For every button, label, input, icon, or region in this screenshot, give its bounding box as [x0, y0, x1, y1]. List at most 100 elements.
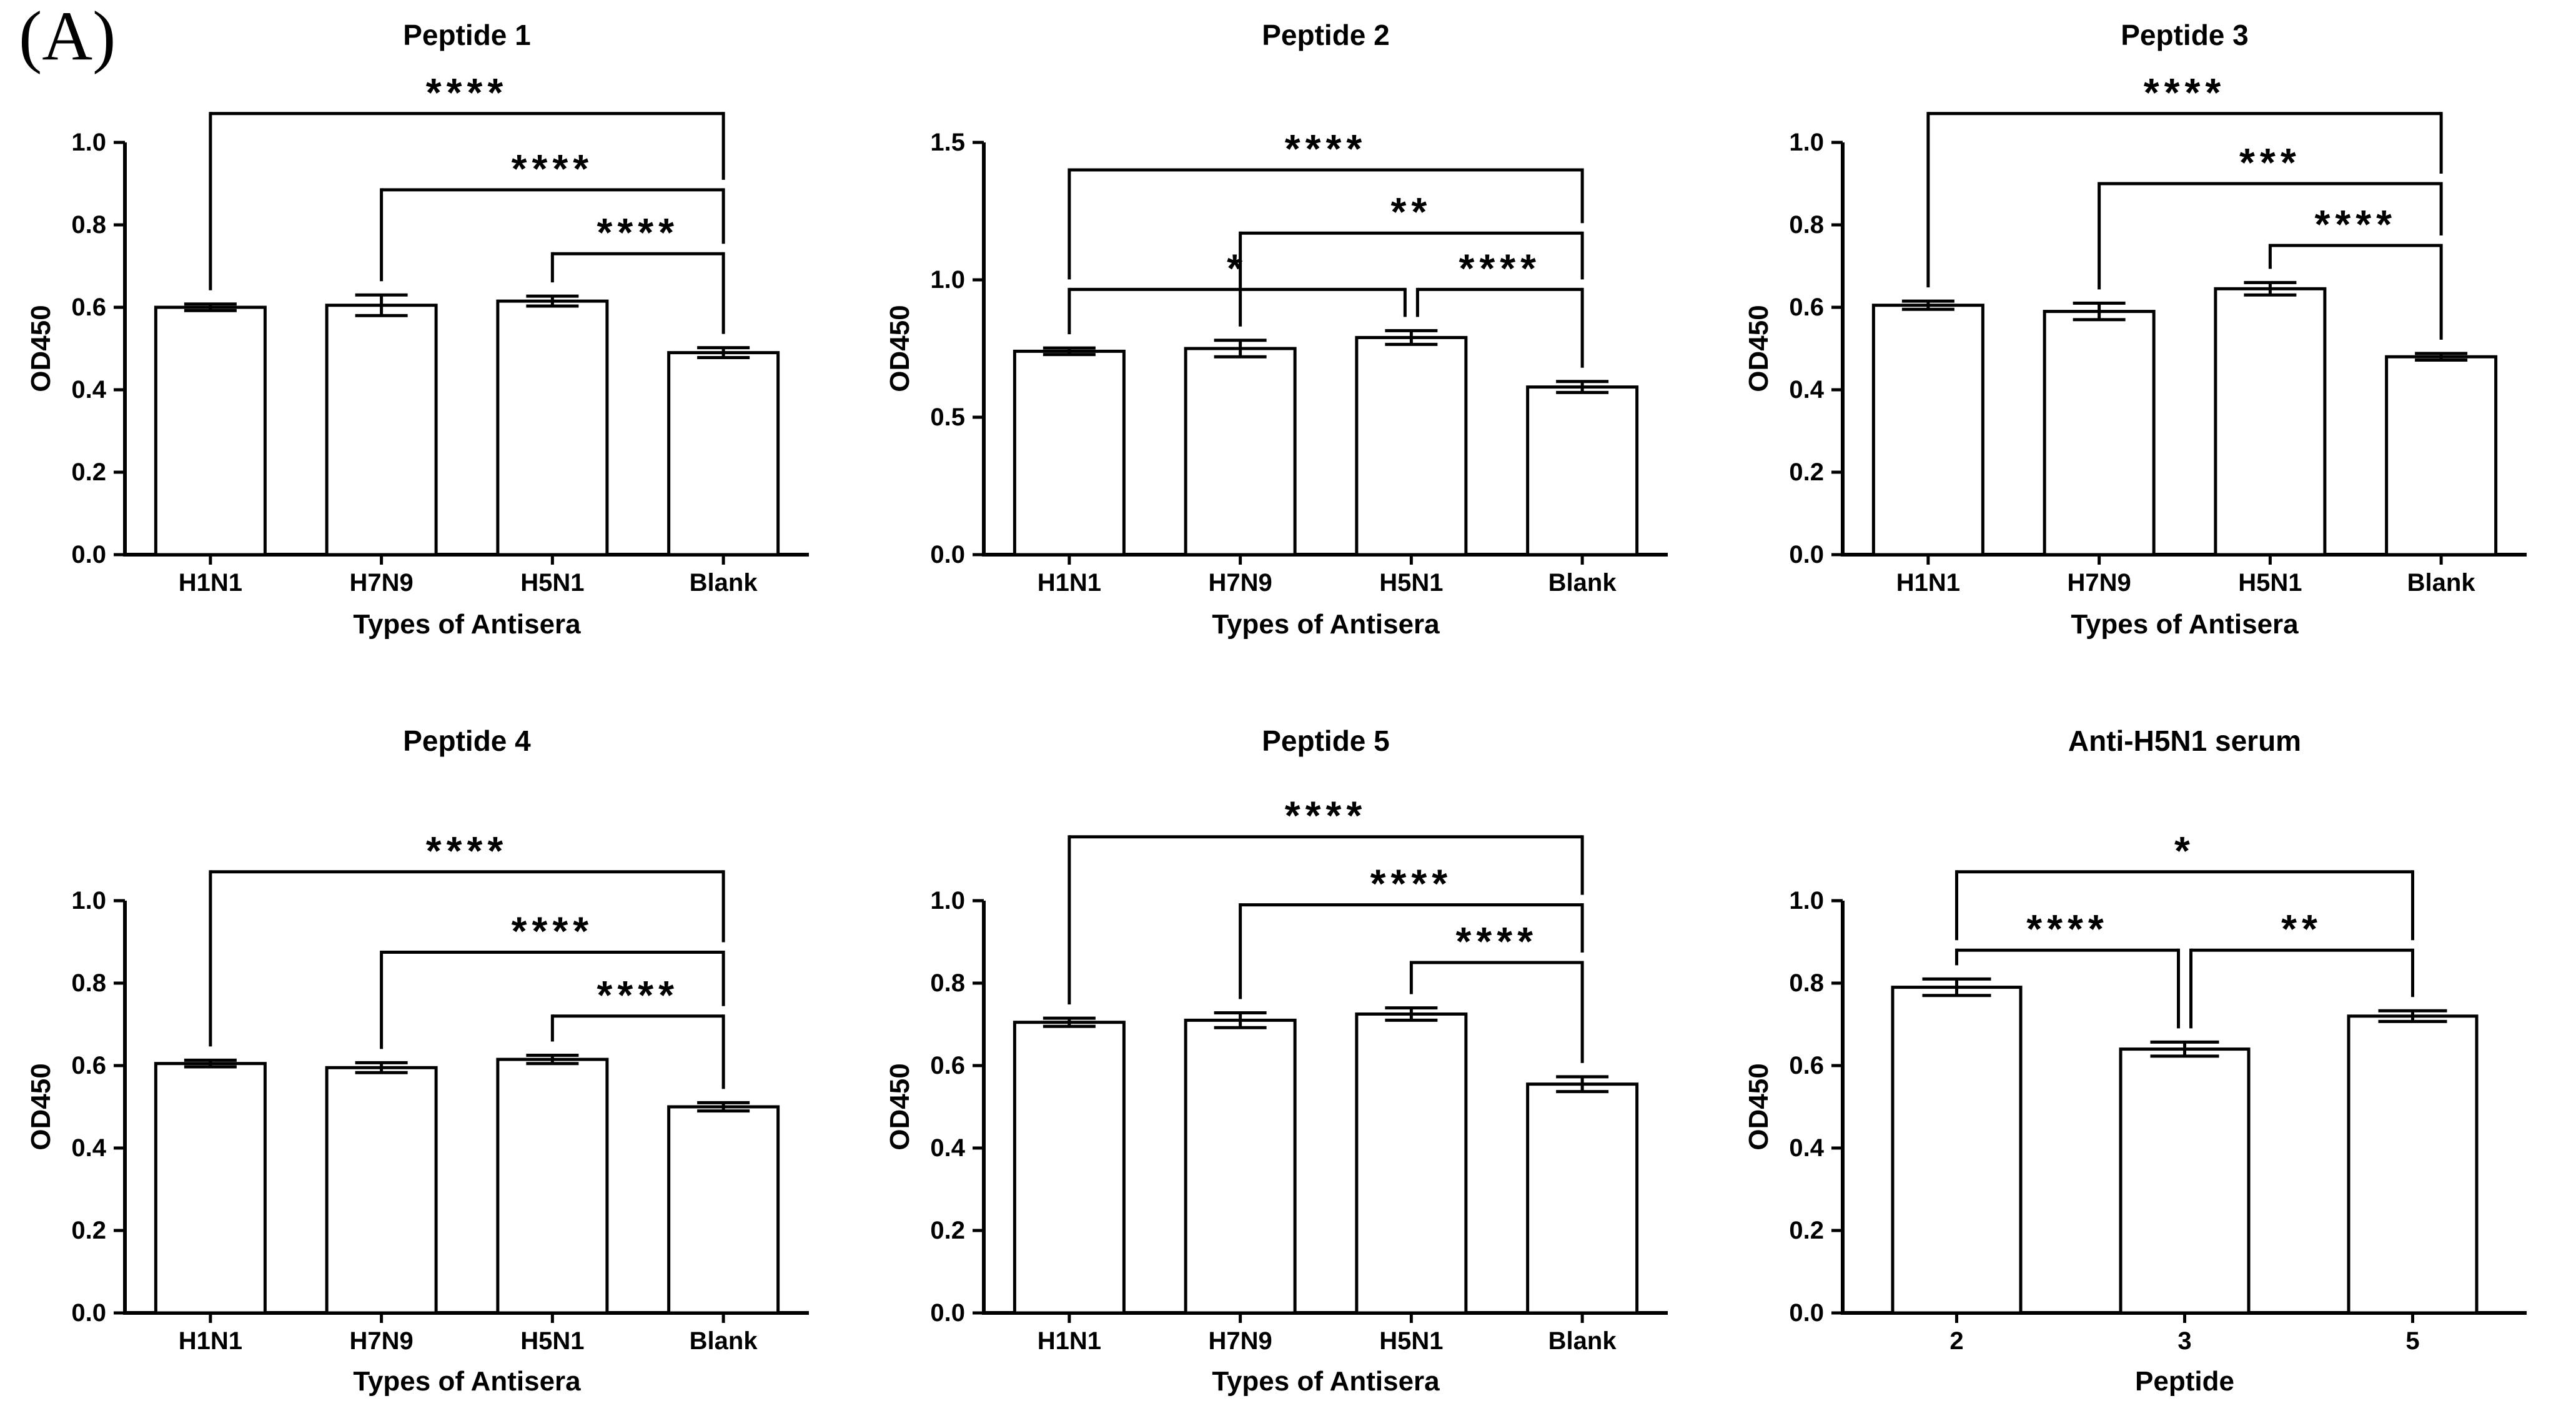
y-axis-label: OD450: [884, 305, 915, 392]
chart-svg-peptide-2: Peptide 2 0.0 0.5 1.0 1.5 H1N1 H7N9 H5N1 Blank Ty…: [884, 19, 1668, 640]
bar-H5N1: [1355, 335, 1468, 557]
y-axis-tick-label: 1.5: [930, 129, 965, 156]
bar-Blank: [1526, 385, 1639, 557]
significance-bracket: [1415, 287, 1584, 368]
y-axis-label: OD450: [26, 1063, 56, 1150]
y-axis-tick-label: 0.8: [1789, 969, 1824, 997]
significance-bracket: [1409, 961, 1584, 1063]
bar-5: [2347, 1014, 2479, 1315]
x-axis-label: Types of Antisera: [1212, 609, 1440, 640]
significance-bracket: [1068, 168, 1584, 280]
significance-bracket: [1239, 231, 1584, 327]
x-axis-label: Types of Antisera: [1212, 1366, 1440, 1397]
y-axis-tick-label: 0.8: [71, 969, 106, 997]
bar-Blank: [2385, 355, 2498, 557]
y-axis-tick-label: 0.8: [930, 969, 965, 997]
bar-H7N9: [325, 1066, 438, 1315]
category-label: H1N1: [179, 1327, 242, 1355]
bar-H1N1: [1013, 349, 1126, 557]
significance-bracket: [1239, 903, 1584, 999]
significance-bracket: [1955, 870, 2414, 941]
y-axis-tick-label: 0.5: [930, 403, 965, 431]
y-axis-tick-label: 0.4: [1789, 376, 1824, 403]
y-axis-tick-label: 0.0: [71, 541, 106, 568]
significance-stars: ****: [2026, 906, 2109, 951]
y-axis-label: OD450: [26, 305, 56, 392]
category-label: H7N9: [2067, 569, 2131, 597]
bar-H7N9: [2043, 310, 2156, 557]
chart-title: Peptide 1: [403, 19, 531, 51]
chart-title: Anti-H5N1 serum: [2068, 725, 2301, 757]
bar-Blank: [667, 1105, 780, 1315]
y-axis-tick-label: 0.4: [71, 1134, 106, 1162]
bar-Blank: [667, 351, 780, 557]
chart-title: Peptide 5: [1262, 725, 1390, 757]
bar-2: [1891, 986, 2023, 1315]
significance-bracket: [550, 1014, 725, 1089]
y-axis-tick-label: 0.2: [1789, 1217, 1824, 1244]
category-label: 2: [1949, 1327, 1963, 1355]
y-axis-tick-label: 1.0: [1789, 129, 1824, 156]
chart-svg-peptide-4: Peptide 4 0.0 0.2 0.4 0.6 0.8 1.0 H1N1 H7N9 H5N1 B…: [26, 725, 809, 1397]
chart-panel-peptide-2: Peptide 2 0.0 0.5 1.0 1.5 H1N1 H7N9 H5N1 Blank Ty…: [859, 0, 1717, 690]
y-axis-tick-label: 0.4: [71, 376, 106, 403]
category-label: Blank: [1548, 1327, 1617, 1355]
significance-bracket: [2189, 948, 2414, 1029]
bar-H1N1: [1871, 304, 1984, 557]
category-label: Blank: [690, 1327, 758, 1355]
y-axis-tick-label: 0.0: [930, 541, 965, 568]
y-axis-tick-label: 0.0: [1789, 1299, 1824, 1327]
chart-panel-peptide-5: Peptide 5 0.0 0.2 0.4 0.6 0.8 1.0 H1N1 H7N9 H5N1 B…: [859, 693, 1717, 1401]
y-axis-tick-label: 1.0: [1789, 887, 1824, 914]
category-label: H5N1: [520, 569, 584, 597]
category-label: H5N1: [1379, 569, 1443, 597]
y-axis-tick-label: 0.0: [930, 1299, 965, 1327]
bar-H7N9: [325, 304, 438, 557]
y-axis-tick-label: 0.6: [71, 294, 106, 321]
category-label: H1N1: [1896, 569, 1960, 597]
significance-bracket: [550, 252, 725, 334]
significance-bracket: [1955, 948, 2180, 1029]
significance-stars: ****: [1285, 793, 1367, 838]
chart-svg-peptide-3: Peptide 3 0.0 0.2 0.4 0.6 0.8 1.0 H1N1 H7N9 H5N1 B…: [1743, 19, 2527, 640]
significance-stars: ****: [512, 909, 594, 954]
y-axis-tick-label: 0.0: [1789, 541, 1824, 568]
y-axis-tick-label: 1.0: [930, 887, 965, 914]
y-axis-tick-label: 1.0: [71, 887, 106, 914]
bar-H5N1: [496, 1057, 609, 1315]
significance-bracket: [2268, 244, 2443, 340]
significance-stars: *: [2174, 828, 2195, 873]
chart-panel-peptide-4: Peptide 4 0.0 0.2 0.4 0.6 0.8 1.0 H1N1 H7N9 H5N1 B…: [0, 693, 858, 1401]
significance-bracket: [2098, 182, 2443, 290]
chart-title: Peptide 2: [1262, 19, 1390, 51]
y-axis-tick-label: 0.8: [71, 211, 106, 239]
significance-stars: ****: [2314, 202, 2397, 247]
y-axis-label: OD450: [1743, 1063, 1774, 1150]
category-label: Blank: [2407, 569, 2476, 597]
y-axis-tick-label: 1.0: [71, 129, 106, 156]
chart-panel-anti-h5n1-serum: Anti-H5N1 serum 0.0 0.2 0.4 0.6 0.8 1.0 2 3 5 Pept…: [1718, 693, 2576, 1401]
significance-stars: ****: [597, 210, 679, 255]
category-label: H7N9: [349, 1327, 413, 1355]
x-axis-label: Peptide: [2135, 1366, 2234, 1397]
category-label: H1N1: [179, 569, 242, 597]
y-axis-tick-label: 0.2: [71, 458, 106, 486]
category-label: H1N1: [1038, 1327, 1101, 1355]
bar-H1N1: [1013, 1021, 1126, 1315]
significance-stars: ****: [1459, 245, 1541, 290]
bar-H5N1: [1355, 1012, 1468, 1315]
category-label: H7N9: [349, 569, 413, 597]
chart-svg-anti-h5n1-serum: Anti-H5N1 serum 0.0 0.2 0.4 0.6 0.8 1.0 2 3 5 Pept…: [1743, 725, 2527, 1397]
y-axis-tick-label: 1.0: [930, 266, 965, 294]
significance-bracket: [1926, 112, 2443, 288]
category-label: H7N9: [1208, 1327, 1272, 1355]
significance-stars: *: [1227, 245, 1247, 290]
significance-stars: **: [1390, 189, 1432, 234]
category-label: H5N1: [1379, 1327, 1443, 1355]
significance-stars: ****: [1285, 126, 1367, 171]
bar-H5N1: [496, 299, 609, 557]
significance-stars: ****: [426, 828, 508, 873]
significance-bracket: [380, 188, 725, 282]
x-axis-label: Types of Antisera: [353, 1366, 581, 1397]
bar-H5N1: [2214, 287, 2327, 557]
